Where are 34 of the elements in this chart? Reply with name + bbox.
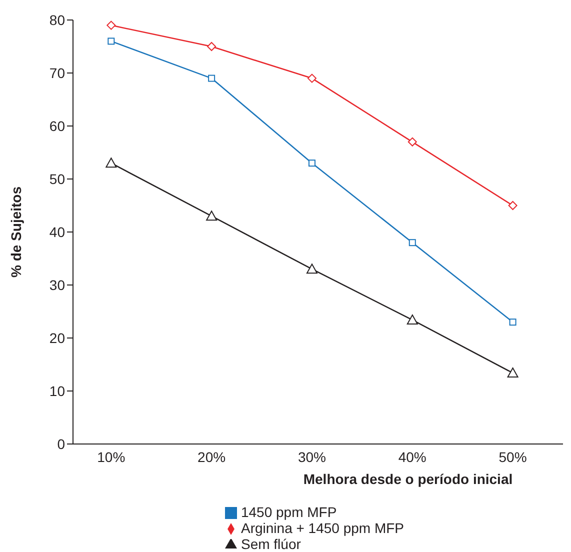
y-axis-title: % de Sujeitos	[8, 186, 24, 278]
y-tick-label: 10	[49, 382, 66, 399]
y-tick-label: 40	[49, 224, 66, 240]
legend-label: Sem flúor	[240, 536, 301, 552]
point	[406, 314, 418, 324]
point	[408, 137, 417, 146]
x-tick-label: 40%	[398, 448, 426, 465]
point	[206, 210, 218, 221]
point	[108, 38, 115, 45]
x-tick-label: 20%	[198, 448, 226, 465]
x-tick-label: 10%	[97, 448, 126, 465]
point	[106, 20, 116, 30]
point	[408, 239, 416, 246]
x-tick-label: 50%	[498, 448, 527, 465]
y-tick-label: 0	[57, 436, 66, 452]
y-tick-label: 80	[49, 12, 66, 28]
y-tick-label: 30	[49, 276, 66, 293]
point	[307, 74, 316, 83]
point	[507, 367, 518, 378]
point	[308, 160, 316, 167]
y-tick-label: 60	[49, 118, 66, 134]
point	[208, 74, 216, 82]
point	[509, 318, 516, 326]
x-tick-label: 30%	[298, 448, 326, 465]
point	[306, 264, 318, 274]
point	[508, 201, 518, 210]
x-axis-title: Melhora desde o período inicial	[303, 471, 513, 487]
legend-label: Arginina + 1450 ppm MFP	[240, 520, 404, 536]
point	[106, 158, 117, 168]
point	[207, 42, 216, 51]
legend-label: 1450 ppm MFP	[240, 504, 337, 520]
y-tick-label: 50	[49, 170, 66, 187]
y-tick-label: 70	[49, 64, 66, 81]
y-tick-label: 20	[49, 330, 66, 346]
